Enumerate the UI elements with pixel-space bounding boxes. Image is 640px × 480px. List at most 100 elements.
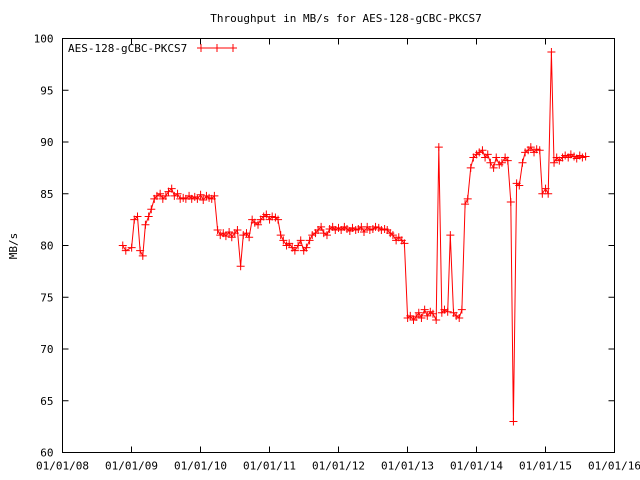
data-point [526,143,535,152]
data-point [461,200,470,209]
y-tick-label: 60 [40,447,53,460]
y-tick-label: 75 [40,291,53,304]
data-point [434,143,443,152]
y-tick-label: 65 [40,395,53,408]
data-point [348,223,357,232]
y-tick-label: 80 [40,240,53,253]
y-axis-ticks: 60 65 70 75 80 85 90 95 100 [34,33,615,460]
legend-marker [213,44,221,52]
data-point [167,184,176,193]
data-point [138,251,147,260]
data-point [254,220,263,229]
data-point [242,229,251,238]
data-point [213,225,222,234]
x-tick-label: 01/01/08 [36,460,89,473]
data-point [406,311,415,320]
data-point [518,158,527,167]
legend-marker [197,44,205,52]
data-point [221,232,230,241]
data-point [457,305,466,314]
y-tick-label: 90 [40,136,53,149]
data-point [121,246,130,255]
data-point [173,189,182,198]
legend-marker [229,44,237,52]
data-point [319,229,328,238]
y-axis-label: MB/s [7,233,20,260]
data-point [388,231,397,240]
data-point [466,163,475,172]
data-point [428,309,437,318]
data-point [274,215,283,224]
plot-layer [118,47,590,426]
x-tick-label: 01/01/14 [450,460,503,473]
data-point [446,231,455,240]
chart-title: Throughput in MB/s for AES-128-gCBC-PKCS… [210,12,482,25]
data-point [118,241,127,250]
data-point [210,191,219,200]
x-tick-label: 01/01/10 [174,460,227,473]
data-point [492,153,501,162]
data-point [290,246,299,255]
x-tick-label: 01/01/16 [588,460,640,473]
data-point [233,225,242,234]
data-point [268,212,277,221]
data-point [420,305,429,314]
data-point [262,210,271,219]
data-point [550,158,559,167]
data-point [541,184,550,193]
data-point [147,205,156,214]
data-point [161,191,170,200]
data-point [239,231,248,240]
data-point [371,222,380,231]
data-point [483,150,492,159]
data-point [475,148,484,157]
data-point [489,163,498,172]
data-point [547,47,556,56]
data-point [414,308,423,317]
data-point [193,194,202,203]
data-point [443,307,452,316]
data-point [440,305,449,314]
data-point [463,194,472,203]
data-point [276,231,285,240]
data-point [199,195,208,204]
x-tick-label: 01/01/12 [312,460,365,473]
data-point [285,239,294,248]
legend: AES-128-gCBC-PKCS7 [68,42,237,55]
data-point [544,189,553,198]
data-point [322,231,331,240]
data-point [581,152,590,161]
data-point [423,311,432,320]
data-point [250,218,259,227]
data-point [152,191,161,200]
x-axis-ticks: 01/01/08 01/01/09 01/01/10 01/01/11 01/01/12… [36,38,640,473]
data-point [497,158,506,167]
y-tick-label: 85 [40,188,53,201]
x-tick-label: 01/01/15 [519,460,572,473]
data-point [196,190,205,199]
data-point [509,417,518,426]
data-point [412,312,421,321]
data-point [141,220,150,229]
data-point [578,153,587,162]
data-point [486,158,495,167]
x-tick-label: 01/01/11 [243,460,296,473]
data-point [133,212,142,221]
data-point [136,246,145,255]
x-tick-label: 01/01/13 [381,460,434,473]
y-tick-label: 100 [34,33,54,46]
data-point [227,233,236,242]
data-point [417,313,426,322]
data-point [515,181,524,190]
data-point [503,156,512,165]
data-point [317,222,326,231]
data-point [360,228,369,237]
data-point [478,146,487,155]
data-point [432,316,441,325]
data-point [127,243,136,252]
data-point [535,146,544,155]
data-point [506,198,515,207]
data-point [294,241,303,250]
